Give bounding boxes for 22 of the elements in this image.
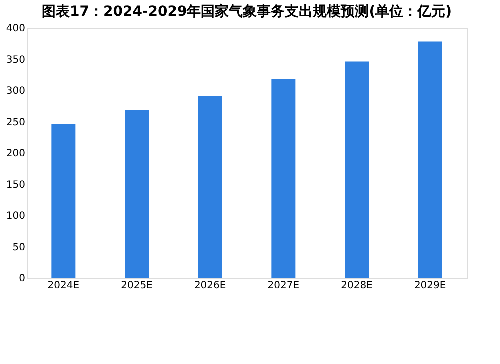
bar bbox=[198, 96, 222, 278]
x-tick-label: 2028E bbox=[341, 280, 373, 292]
x-tick-label: 2024E bbox=[48, 280, 80, 292]
bar bbox=[418, 42, 442, 278]
bar bbox=[272, 79, 296, 278]
y-tick-label: 150 bbox=[6, 180, 26, 191]
y-tick-label: 300 bbox=[6, 86, 26, 97]
x-tick-label: 2026E bbox=[194, 280, 226, 292]
y-tick-label: 0 bbox=[19, 274, 26, 284]
y-tick-label: 50 bbox=[12, 242, 26, 254]
y-tick-label: 100 bbox=[6, 211, 26, 222]
y-tick-label: 250 bbox=[6, 117, 26, 128]
bar bbox=[125, 110, 149, 278]
x-tick-label: 2027E bbox=[268, 280, 300, 292]
bar bbox=[345, 62, 369, 278]
chart-title: 图表17：2024-2029年国家气象事务支出规模预测(单位：亿元) bbox=[42, 3, 452, 20]
x-tick-label: 2025E bbox=[121, 280, 153, 292]
bar bbox=[52, 124, 76, 278]
y-tick-label: 400 bbox=[6, 24, 26, 34]
y-tick-label: 350 bbox=[6, 54, 26, 66]
x-tick-label: 2029E bbox=[414, 280, 446, 292]
y-tick-label: 200 bbox=[6, 148, 26, 160]
